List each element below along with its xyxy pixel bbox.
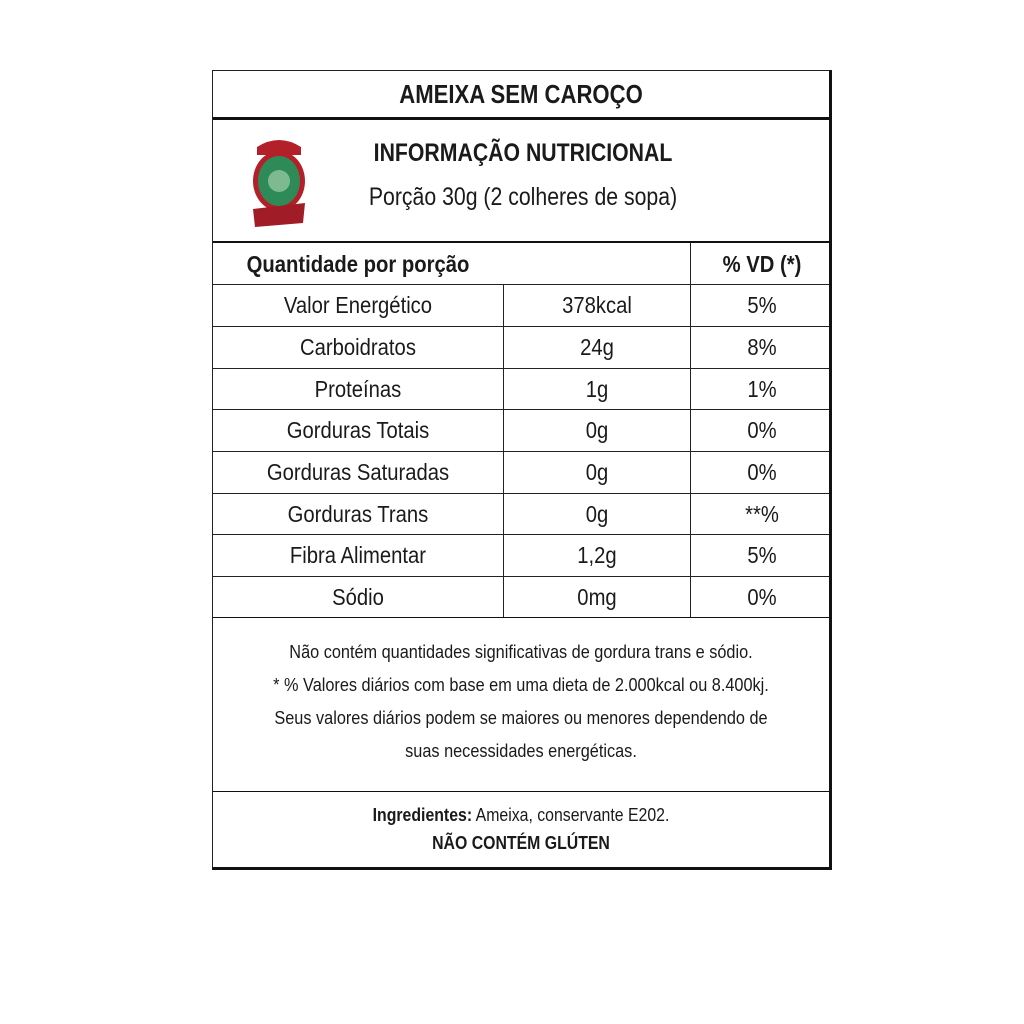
row-divider — [213, 368, 829, 369]
row-divider — [213, 493, 829, 494]
product-title: AMEIXA SEM CAROÇO — [399, 79, 643, 109]
cell-name: Fibra Alimentar — [289, 542, 427, 568]
cell-name: Gorduras Saturadas — [266, 459, 450, 485]
row-divider — [213, 409, 829, 410]
cell-name: Gorduras Trans — [287, 501, 429, 527]
row-divider — [213, 576, 829, 577]
cell-amount: 0g — [585, 417, 609, 443]
cell-amount: 1,2g — [577, 542, 617, 568]
footnotes: Não contém quantidades significativas de… — [250, 635, 792, 767]
note: Seus valores diários podem se maiores ou… — [274, 707, 768, 728]
brand-logo — [253, 140, 305, 227]
divider — [213, 117, 829, 120]
cell-name: Valor Energético — [283, 292, 433, 318]
cell-vd: 5% — [747, 542, 777, 568]
cell-vd: 0% — [747, 417, 777, 443]
cell-amount: 0g — [585, 501, 609, 527]
ingredients-text: Ameixa, conservante E202. — [472, 805, 670, 825]
cell-vd: 0% — [747, 584, 777, 610]
divider — [213, 241, 829, 243]
cell-amount: 0mg — [577, 584, 617, 610]
cell-vd: 8% — [747, 334, 777, 360]
row-divider — [213, 284, 829, 285]
cell-name: Proteínas — [314, 376, 402, 402]
gluten-notice: NÃO CONTÉM GLÚTEN — [432, 833, 610, 853]
cell-amount: 378kcal — [562, 292, 632, 318]
cell-amount: 0g — [585, 459, 609, 485]
ingredients-label: Ingredientes: — [372, 805, 473, 825]
note: Não contém quantidades significativas de… — [289, 641, 753, 662]
cell-amount: 1g — [585, 376, 609, 402]
note: * % Valores diários com base em uma diet… — [273, 674, 769, 695]
portion-size: Porção 30g (2 colheres de sopa) — [368, 183, 678, 211]
cell-vd: **% — [745, 501, 779, 527]
header-vd: % VD (*) — [722, 251, 802, 277]
note: suas necessidades energéticas. — [405, 740, 637, 761]
cell-vd: 5% — [747, 292, 777, 318]
cell-name: Gorduras Totais — [286, 417, 430, 443]
row-divider — [213, 326, 829, 327]
row-divider — [213, 534, 829, 535]
row-divider — [213, 451, 829, 452]
cell-amount: 24g — [580, 334, 614, 360]
cell-name: Carboidratos — [300, 334, 416, 360]
cell-vd: 1% — [747, 376, 777, 402]
header-quantity: Quantidade por porção — [246, 251, 470, 277]
cell-name: Sódio — [332, 584, 384, 610]
cell-vd: 0% — [747, 459, 777, 485]
nutrition-label: AMEIXA SEM CAROÇO INFORMAÇÃO NUTRICIONAL… — [212, 70, 832, 870]
ingredients: Ingredientes: Ameixa, conservante E202. … — [250, 801, 792, 857]
section-heading: INFORMAÇÃO NUTRICIONAL — [373, 139, 673, 167]
